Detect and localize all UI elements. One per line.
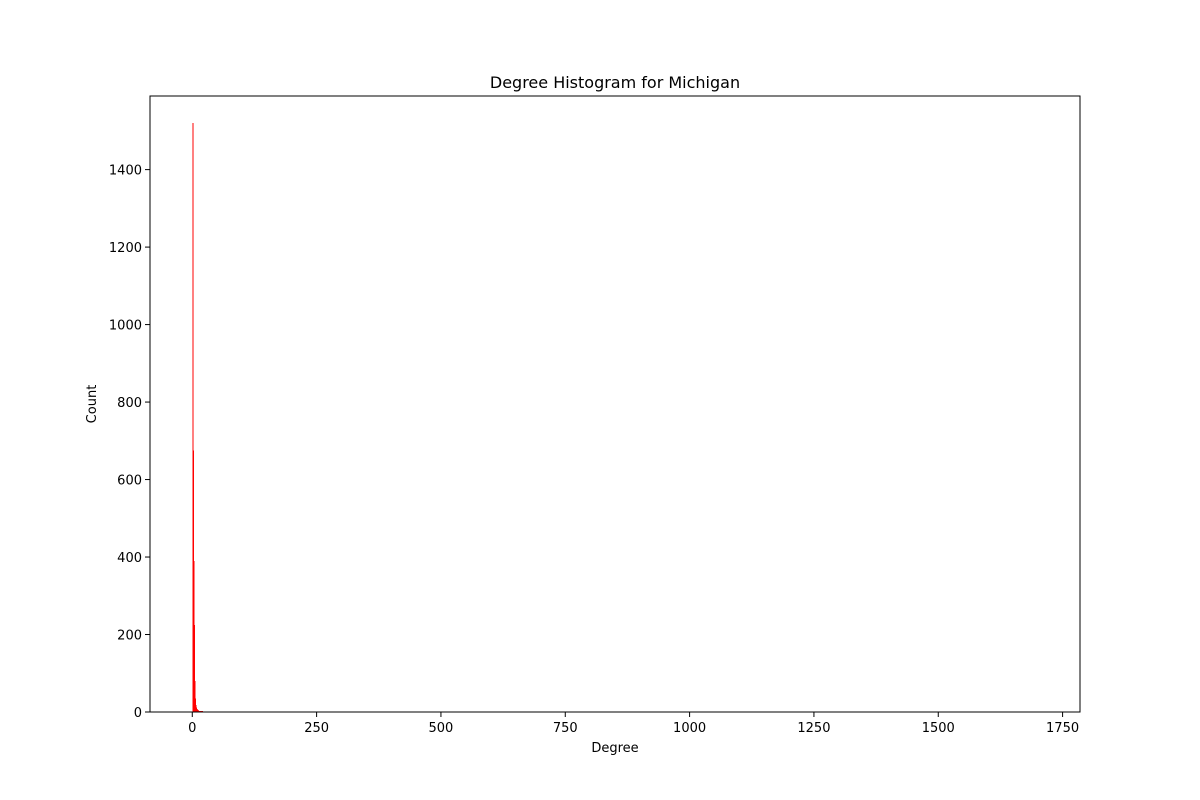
y-tick-label: 800 (117, 396, 142, 411)
x-axis: 0 250 500 750 1000 1250 1500 1750 (188, 712, 1079, 736)
y-tick-label: 1200 (109, 241, 142, 256)
x-tick-label: 250 (304, 721, 329, 736)
y-tick-label: 400 (117, 551, 142, 566)
y-axis-label: Count (85, 385, 100, 424)
x-tick-label: 750 (553, 721, 578, 736)
x-tick-label: 1250 (797, 721, 830, 736)
chart-title: Degree Histogram for Michigan (490, 73, 740, 92)
x-tick-label: 1000 (673, 721, 706, 736)
histogram-bar (192, 123, 194, 712)
y-tick-label: 1000 (109, 319, 142, 334)
y-axis: 0 200 400 600 800 1000 1200 1400 (109, 164, 150, 721)
y-tick-label: 1400 (109, 164, 142, 179)
y-tick-label: 0 (134, 706, 142, 721)
x-tick-label: 1750 (1046, 721, 1079, 736)
plot-frame (149, 95, 1081, 713)
histogram-bar (194, 681, 196, 712)
histogram-bar (194, 624, 196, 712)
x-tick-label: 500 (429, 721, 454, 736)
x-axis-label: Degree (591, 741, 638, 756)
x-tick-label: 1500 (922, 721, 955, 736)
x-tick-label: 0 (188, 721, 196, 736)
y-tick-label: 600 (117, 474, 142, 489)
y-tick-label: 200 (117, 629, 142, 644)
